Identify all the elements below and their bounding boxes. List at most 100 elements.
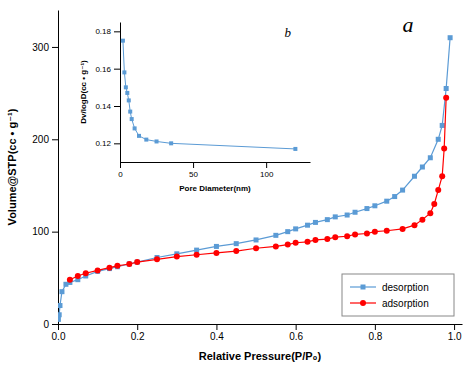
tick: 0.12 <box>95 139 120 148</box>
tick-label: 100 <box>260 170 274 179</box>
main-chart: 0.00.20.40.60.81.00100200300Relative Pre… <box>6 11 463 363</box>
data-point <box>305 239 311 245</box>
data-point <box>440 123 445 128</box>
chart-svg: 0.00.20.40.60.81.00100200300Relative Pre… <box>0 0 474 368</box>
data-point <box>194 252 200 258</box>
data-point <box>59 289 64 294</box>
tick: 0.2 <box>131 324 145 342</box>
tick-mark <box>114 143 120 144</box>
data-point <box>130 117 134 121</box>
axis-line <box>120 23 121 163</box>
data-point <box>127 261 132 266</box>
data-point <box>254 237 259 242</box>
data-point <box>448 35 453 40</box>
data-point <box>427 210 433 216</box>
data-point <box>114 263 120 269</box>
inset-chart: 0501000.120.140.160.18Pore Diameter(nm)D… <box>79 23 311 194</box>
tick-label: 0.12 <box>95 139 111 148</box>
legend: desorption adsorption <box>342 274 454 316</box>
legend-label: adsorption <box>382 298 429 309</box>
tick-label: 0.14 <box>95 102 111 111</box>
plot-area <box>121 39 297 151</box>
data-point <box>431 201 437 207</box>
data-point <box>364 230 370 236</box>
data-point <box>293 147 297 151</box>
data-point <box>353 210 358 215</box>
tick-label: 100 <box>32 226 49 237</box>
tick-label: 1.0 <box>448 331 462 342</box>
tick-mark <box>375 324 376 330</box>
x-axis: 0.0 0.2 0.4 0.6 0.8 1.0 <box>52 324 463 342</box>
tick-mark <box>120 162 121 168</box>
tick-mark <box>216 324 217 330</box>
tick: 100 <box>260 162 274 179</box>
legend-entry: adsorption <box>350 298 429 309</box>
legend-entry: desorption <box>350 282 429 293</box>
tick-label: 0.8 <box>368 331 382 342</box>
data-point <box>75 273 81 279</box>
data-point <box>155 139 159 143</box>
x-axis: 050100 <box>118 162 310 179</box>
data-point <box>443 95 449 101</box>
legend-label: desorption <box>382 282 429 293</box>
y-axis-title: Volume@STP(cc • g⁻¹) <box>6 108 18 225</box>
tick-mark <box>114 106 120 107</box>
data-point <box>122 70 126 74</box>
tick-mark <box>114 69 120 70</box>
data-point <box>67 277 73 283</box>
data-point <box>324 236 330 242</box>
tick: 1.0 <box>448 324 462 342</box>
tick: 0 <box>43 319 58 330</box>
series <box>67 95 449 283</box>
tick-label: 0.0 <box>52 331 66 342</box>
tick: 0.4 <box>210 324 224 342</box>
tick-label: 0.6 <box>289 331 303 342</box>
tick: 50 <box>189 162 198 179</box>
tick-mark <box>296 324 297 330</box>
tick-label: 300 <box>32 42 49 53</box>
data-point <box>154 256 160 262</box>
tick: 300 <box>32 42 58 53</box>
tick: 0.14 <box>95 102 120 111</box>
data-point <box>352 231 358 237</box>
y-axis: 0100200300 <box>32 11 58 330</box>
data-point <box>444 86 449 91</box>
legend-marker <box>360 300 366 306</box>
annotation: a <box>403 12 414 37</box>
data-point <box>372 203 377 208</box>
tick-mark <box>58 324 59 330</box>
data-point <box>313 220 318 225</box>
legend-frame <box>342 274 454 316</box>
data-point <box>293 240 299 246</box>
data-point <box>332 234 338 240</box>
data-point <box>325 217 330 222</box>
data-point <box>420 165 425 170</box>
data-point <box>135 260 140 265</box>
data-point <box>253 245 259 251</box>
tick: 0.16 <box>95 65 120 74</box>
series-line <box>70 98 446 280</box>
data-point <box>273 243 279 249</box>
data-point <box>345 213 350 218</box>
data-point <box>214 244 219 249</box>
data-point <box>305 223 310 228</box>
data-point <box>121 39 125 43</box>
data-point <box>411 222 417 228</box>
y-axis-title: Dv/logD(cc • g⁻¹) <box>79 60 88 124</box>
tick-mark <box>193 162 194 168</box>
data-point <box>58 312 62 317</box>
tick-label: 0.18 <box>95 27 111 36</box>
data-point <box>95 267 101 273</box>
data-point <box>400 188 405 193</box>
axis-line <box>58 11 59 325</box>
data-point <box>333 214 338 219</box>
data-point <box>312 237 318 243</box>
data-point <box>372 229 378 235</box>
data-point <box>273 233 278 238</box>
x-axis-title: Pore Diameter(nm) <box>179 184 251 193</box>
tick-label: 0.4 <box>210 331 224 342</box>
tick-label: 0.2 <box>131 331 145 342</box>
data-point <box>144 138 148 142</box>
data-point <box>125 91 129 95</box>
data-point <box>436 137 441 142</box>
